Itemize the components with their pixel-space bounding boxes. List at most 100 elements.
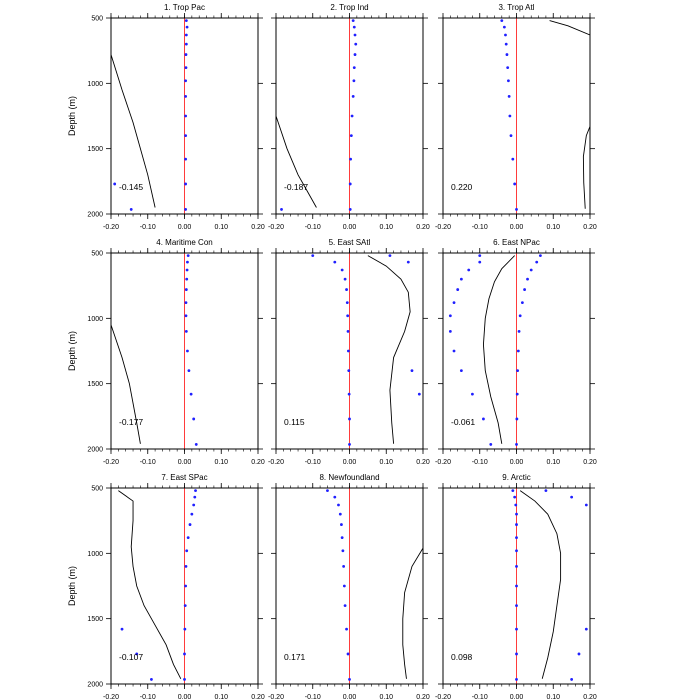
data-point [452, 349, 456, 353]
data-point [417, 392, 421, 396]
data-point [184, 53, 188, 56]
data-point [342, 584, 346, 588]
data-point [584, 627, 588, 631]
data-point [280, 208, 283, 211]
data-point [509, 134, 513, 138]
x-tick-label: 0.20 [251, 224, 265, 231]
data-point [184, 208, 188, 211]
x-tick-label: 0.00 [510, 694, 524, 700]
x-tick-label: -0.20 [268, 459, 284, 466]
data-point [345, 627, 348, 631]
x-tick-label: 0.20 [583, 224, 597, 231]
profile-curve [519, 490, 562, 679]
data-point [183, 652, 186, 656]
data-point [326, 489, 329, 493]
data-point [459, 277, 463, 281]
data-point [192, 417, 196, 421]
panel-6: 6. East NPac -0.20 -0.10 0.00 0.10 0.20 -0.061 [435, 238, 597, 466]
panel-title: 5. East SAtl [329, 238, 371, 247]
data-point [190, 512, 194, 516]
data-point [184, 565, 188, 568]
y-tick-label: 2000 [87, 212, 103, 219]
data-point [348, 208, 352, 211]
data-point [504, 42, 508, 46]
data-point [193, 495, 197, 499]
data-point [515, 523, 518, 526]
y-tick-label: 1500 [87, 146, 103, 153]
correlation-value: -0.145 [119, 182, 143, 192]
data-point [347, 369, 351, 372]
panel-2: 2. Trop Ind -0.20 -0.10 0.00 0.10 0.20 -0.187 [268, 3, 430, 231]
x-tick-label: 0.00 [343, 224, 357, 231]
data-point [343, 604, 347, 607]
panel-3: 3. Trop Atl -0.20 -0.10 0.00 0.10 0.20 0.220 [435, 3, 597, 231]
data-point [544, 489, 548, 493]
data-point [350, 114, 354, 118]
data-point [186, 536, 190, 540]
data-point [340, 268, 344, 272]
x-tick-label: -0.10 [305, 694, 321, 700]
data-point [529, 268, 533, 272]
data-point [183, 678, 186, 681]
panel-9: 9. Arctic -0.20 -0.10 0.00 0.10 0.20 0.098 [435, 473, 597, 700]
x-tick-label: 0.00 [510, 459, 524, 466]
data-point [515, 565, 518, 568]
correlation-value: 0.098 [451, 652, 473, 662]
data-point [185, 268, 189, 272]
data-point [186, 260, 189, 264]
data-point [184, 330, 188, 333]
profile-curve [111, 324, 141, 444]
data-point [570, 495, 574, 499]
data-point [185, 25, 189, 29]
y-tick-label: 1500 [87, 381, 103, 388]
data-point [340, 536, 344, 540]
data-point [515, 417, 519, 421]
data-point [452, 301, 456, 305]
x-tick-label: -0.20 [435, 459, 451, 466]
profile-curve [402, 547, 423, 679]
data-point [348, 417, 351, 421]
data-point [184, 79, 188, 83]
profile-curve [367, 255, 411, 444]
data-point [192, 503, 196, 507]
data-point [515, 512, 518, 516]
data-point [186, 349, 189, 353]
data-point [508, 114, 512, 118]
profile-curve [582, 126, 590, 209]
data-point [184, 134, 188, 138]
data-point [333, 260, 337, 264]
data-point [184, 584, 188, 588]
y-axis-label: Depth (m) [67, 96, 77, 136]
data-point [135, 652, 139, 656]
data-point [388, 254, 392, 258]
data-point [570, 678, 574, 681]
data-point [341, 549, 345, 553]
y-tick-label: 1000 [87, 316, 103, 323]
y-tick-label: 2000 [87, 447, 103, 454]
data-point [184, 301, 188, 305]
profile-curve [549, 20, 590, 36]
data-point [517, 330, 521, 333]
data-point [511, 489, 515, 493]
x-tick-label: 0.00 [510, 224, 524, 231]
data-point [523, 288, 526, 291]
y-tick-label: 1500 [87, 616, 103, 623]
x-tick-label: -0.20 [268, 694, 284, 700]
data-point [489, 443, 493, 446]
panel-title: 6. East NPac [493, 238, 540, 247]
data-point [184, 182, 188, 186]
x-tick-label: -0.10 [472, 459, 488, 466]
data-point [348, 678, 351, 681]
data-point [515, 392, 519, 396]
data-point [340, 523, 343, 526]
data-point [459, 369, 463, 372]
panel-title: 4. Maritime Con [156, 238, 212, 247]
data-point [346, 314, 350, 318]
data-point [515, 536, 518, 540]
data-point [333, 495, 337, 499]
data-point [478, 254, 482, 258]
data-point [311, 254, 315, 258]
panel-1: 1. Trop Pac -0.20 -0.10 0.00 0.10 0.20 500 1000… [67, 3, 265, 231]
data-point [515, 584, 518, 588]
data-point [448, 330, 452, 333]
